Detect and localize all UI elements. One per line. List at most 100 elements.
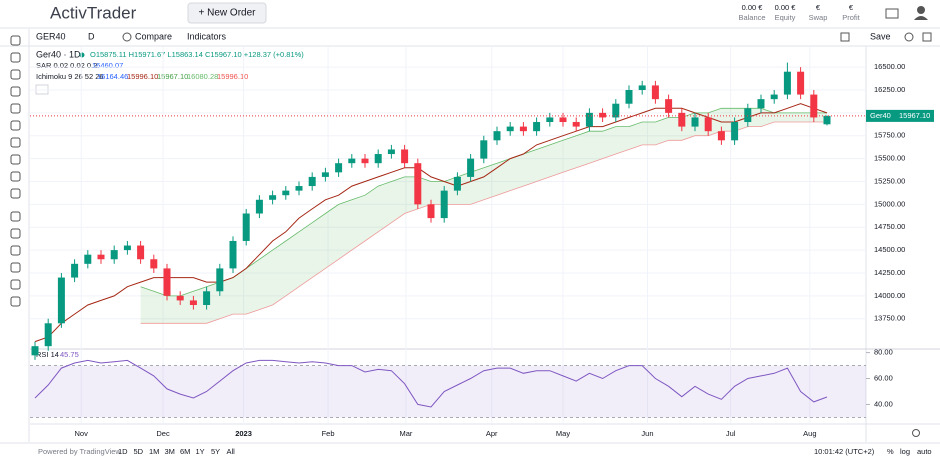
stat-label: Swap: [809, 13, 828, 22]
last-price-name: Ger40: [870, 111, 891, 120]
rsi-line: [34, 359, 828, 408]
candle-body: [321, 172, 329, 177]
candle-body: [110, 250, 118, 260]
candle-body: [651, 85, 659, 100]
tool-icon[interactable]: [10, 52, 21, 63]
legend-sar: SAR 0.02 0.02 0.2: [36, 61, 97, 70]
candle-body: [493, 131, 501, 141]
range-button[interactable]: 5Y: [211, 447, 220, 456]
rsi-tick-label: 60.00: [874, 374, 893, 383]
y-tick-label: 14750.00: [874, 222, 905, 231]
compare-icon: [122, 32, 132, 42]
candle-body: [585, 112, 593, 127]
tool-icon[interactable]: [10, 188, 21, 199]
new-order-label: + New Order: [199, 8, 257, 19]
y-tick-label: 14500.00: [874, 245, 905, 254]
tool-icon[interactable]: [10, 154, 21, 165]
candle-body: [229, 240, 237, 269]
fullscreen-icon[interactable]: [922, 32, 932, 42]
candle-body: [599, 112, 607, 118]
save[interactable]: Save: [870, 31, 891, 41]
rsi-tick-label: 40.00: [874, 399, 893, 408]
candle-body: [638, 85, 646, 90]
range-button[interactable]: 1M: [149, 447, 159, 456]
cloud-span-line: [140, 121, 827, 324]
indicators[interactable]: Indicators: [187, 31, 227, 41]
candle-body: [678, 112, 686, 127]
y-tick-label: 15250.00: [874, 176, 905, 185]
candle-body: [387, 149, 395, 155]
range-button[interactable]: All: [227, 447, 236, 456]
candle-body: [506, 126, 514, 132]
range-button[interactable]: 3M: [165, 447, 175, 456]
last-price-tag: [866, 109, 934, 122]
compare[interactable]: Compare: [135, 31, 172, 41]
stat-label: Balance: [738, 13, 765, 22]
candle-body: [797, 71, 805, 95]
candle-body: [361, 158, 369, 164]
candle-body: [97, 254, 105, 260]
interval[interactable]: D: [88, 31, 95, 41]
tool-icon[interactable]: [10, 171, 21, 182]
y-tick-label: 16250.00: [874, 85, 905, 94]
candle-body: [348, 158, 356, 164]
range-button[interactable]: 5D: [134, 447, 144, 456]
candle-body: [612, 103, 620, 118]
legend-sar-value: 16460.07: [92, 61, 123, 70]
tool-icon[interactable]: [10, 103, 21, 114]
candle-body: [269, 195, 277, 200]
percent-toggle[interactable]: %: [887, 447, 894, 456]
candle-body: [335, 163, 343, 173]
range-button[interactable]: 6M: [180, 447, 190, 456]
candle-body: [189, 300, 197, 305]
x-tick-label: Dec: [156, 429, 170, 438]
candle-body: [559, 117, 567, 123]
user-icon[interactable]: [917, 6, 925, 14]
stat-label: Profit: [842, 13, 860, 22]
candle-body: [731, 122, 739, 141]
clock: 10:01:42 (UTC+2): [814, 447, 875, 456]
candle-body: [44, 323, 52, 347]
mail-icon[interactable]: [885, 8, 899, 19]
tool-icon[interactable]: [10, 279, 21, 290]
tool-icon[interactable]: [10, 137, 21, 148]
candle-body: [255, 199, 263, 214]
tool-icon[interactable]: [10, 69, 21, 80]
candle-body: [84, 254, 92, 264]
candle-body: [480, 140, 488, 159]
market-open-dot: [79, 52, 85, 58]
candle-body: [757, 99, 765, 109]
user-icon-body: [914, 16, 928, 20]
stat-label: Equity: [775, 13, 796, 22]
new-order-button[interactable]: [187, 2, 267, 24]
rsi-band: [30, 365, 866, 418]
log-toggle[interactable]: log: [900, 447, 910, 456]
candle-body: [150, 259, 158, 269]
x-tick-label: Mar: [399, 429, 412, 438]
candle-body: [31, 346, 39, 356]
tool-icon[interactable]: [10, 211, 21, 222]
ichimoku-value: 16164.46: [97, 72, 128, 81]
powered-by: Powered by TradingView: [38, 447, 121, 456]
tool-icon[interactable]: [10, 262, 21, 273]
tool-icon[interactable]: [10, 245, 21, 256]
axis-settings[interactable]: [912, 429, 920, 437]
candle-body: [123, 245, 131, 251]
range-button[interactable]: 1D: [118, 447, 128, 456]
tool-icon[interactable]: [10, 35, 21, 46]
range-button[interactable]: 1Y: [196, 447, 205, 456]
tool-icon[interactable]: [10, 296, 21, 307]
auto-toggle[interactable]: auto: [917, 447, 932, 456]
y-tick-label: 15750.00: [874, 131, 905, 140]
symbol[interactable]: GER40: [36, 31, 66, 41]
y-tick-label: 16500.00: [874, 62, 905, 71]
tool-icon[interactable]: [10, 228, 21, 239]
ichimoku-value: 15996.10: [127, 72, 158, 81]
candle-body: [625, 90, 633, 104]
candle-body: [744, 108, 752, 123]
tool-icon[interactable]: [10, 120, 21, 131]
settings-icon[interactable]: [904, 32, 914, 42]
tool-icon[interactable]: [10, 86, 21, 97]
x-tick-label: Jul: [726, 429, 736, 438]
